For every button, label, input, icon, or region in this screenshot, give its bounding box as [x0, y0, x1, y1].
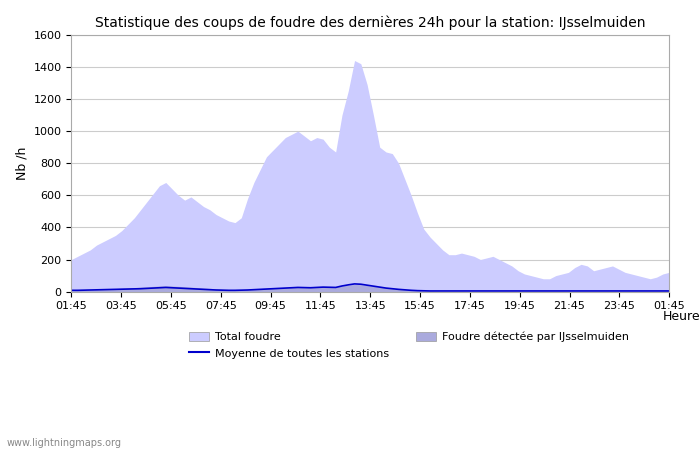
Legend: Total foudre, Moyenne de toutes les stations, Foudre détectée par IJsselmuiden: Total foudre, Moyenne de toutes les stat… [185, 327, 634, 363]
Y-axis label: Nb /h: Nb /h [15, 147, 28, 180]
Text: www.lightningmaps.org: www.lightningmaps.org [7, 438, 122, 448]
X-axis label: Heure: Heure [662, 310, 700, 323]
Title: Statistique des coups de foudre des dernières 24h pour la station: IJsselmuiden: Statistique des coups de foudre des dern… [95, 15, 645, 30]
